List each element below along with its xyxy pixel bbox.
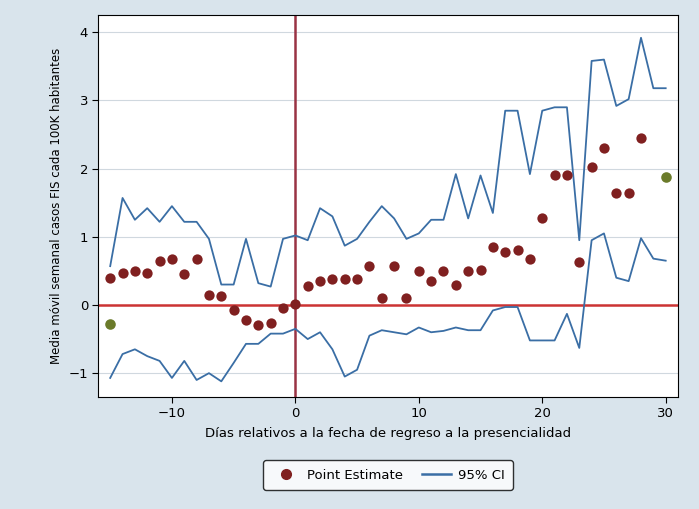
Point	[105, 274, 116, 282]
Point	[426, 277, 437, 285]
Point	[376, 294, 387, 302]
Point	[524, 254, 535, 263]
Point	[611, 188, 622, 196]
Point	[105, 320, 116, 328]
Point	[327, 275, 338, 283]
Point	[500, 248, 511, 256]
Point	[463, 267, 474, 275]
Point	[364, 262, 375, 270]
Point	[191, 254, 202, 263]
Point	[450, 280, 461, 289]
Point	[339, 275, 350, 283]
Point	[142, 269, 153, 277]
Point	[537, 214, 548, 222]
Point	[154, 257, 165, 265]
Point	[660, 173, 671, 181]
X-axis label: Días relativos a la fecha de regreso a la presencialidad: Días relativos a la fecha de regreso a l…	[205, 427, 571, 440]
Point	[586, 163, 597, 172]
Point	[179, 270, 190, 278]
Point	[265, 319, 276, 327]
Point	[315, 277, 326, 285]
Point	[549, 172, 560, 180]
Point	[487, 243, 498, 251]
Point	[561, 172, 572, 180]
Point	[598, 144, 610, 152]
Point	[438, 267, 449, 275]
Point	[203, 291, 215, 299]
Point	[401, 294, 412, 302]
Point	[413, 267, 424, 275]
Point	[635, 134, 647, 142]
Point	[228, 306, 239, 315]
Point	[389, 262, 400, 270]
Point	[129, 267, 140, 275]
Point	[512, 246, 523, 254]
Point	[574, 258, 585, 266]
Point	[166, 254, 178, 263]
Point	[290, 300, 301, 308]
Point	[475, 266, 486, 274]
Legend: Point Estimate, 95% CI: Point Estimate, 95% CI	[263, 461, 513, 490]
Point	[302, 282, 313, 290]
Point	[253, 321, 264, 329]
Point	[623, 188, 634, 196]
Point	[216, 292, 227, 300]
Point	[240, 316, 252, 324]
Point	[278, 304, 289, 313]
Y-axis label: Media móvil semanal casos FIS cada 100K habitantes: Media móvil semanal casos FIS cada 100K …	[50, 48, 63, 364]
Point	[352, 275, 363, 283]
Point	[117, 269, 128, 277]
